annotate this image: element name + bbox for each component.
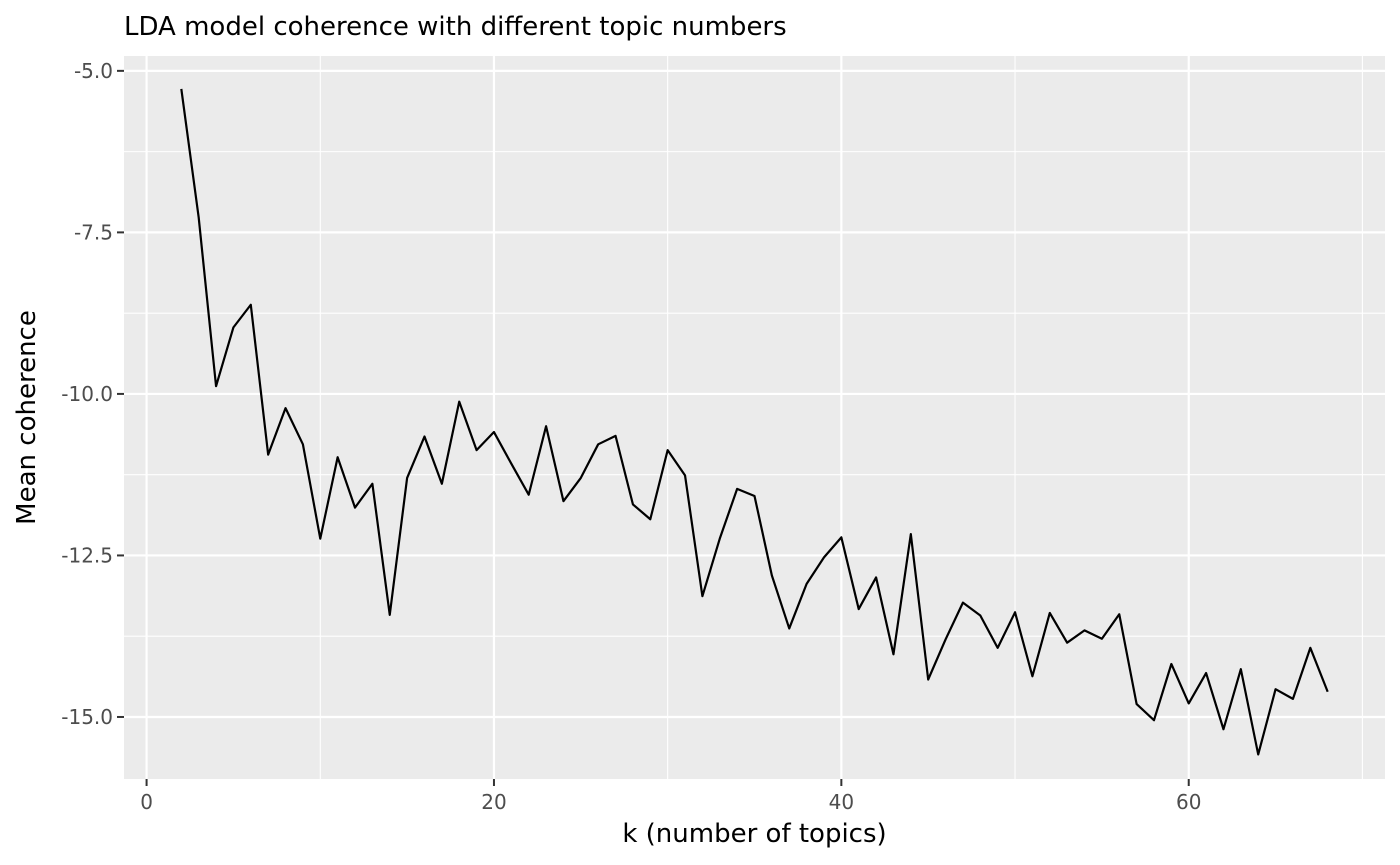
y-tick-label: -7.5 xyxy=(74,220,113,244)
x-tick-label: 0 xyxy=(140,790,153,814)
x-axis: 0 20 40 60 xyxy=(140,779,1201,814)
x-tick-label: 40 xyxy=(829,790,854,814)
x-tick-label: 60 xyxy=(1176,790,1201,814)
y-axis-title: Mean coherence xyxy=(12,310,42,525)
x-axis-title: k (number of topics) xyxy=(622,819,886,849)
chart-title: LDA model coherence with different topic… xyxy=(124,12,787,42)
x-tick-label: 20 xyxy=(481,790,506,814)
coherence-series-line xyxy=(180,88,1329,756)
y-tick-label: -12.5 xyxy=(61,543,113,567)
y-tick-label: -10.0 xyxy=(61,382,113,406)
y-tick-label: -5.0 xyxy=(74,59,113,83)
plot-panel xyxy=(124,56,1385,779)
y-tick-label: -15.0 xyxy=(61,705,113,729)
major-gridlines xyxy=(124,56,1385,779)
y-axis: -5.0 -7.5 -10.0 -12.5 -15.0 xyxy=(61,59,124,729)
